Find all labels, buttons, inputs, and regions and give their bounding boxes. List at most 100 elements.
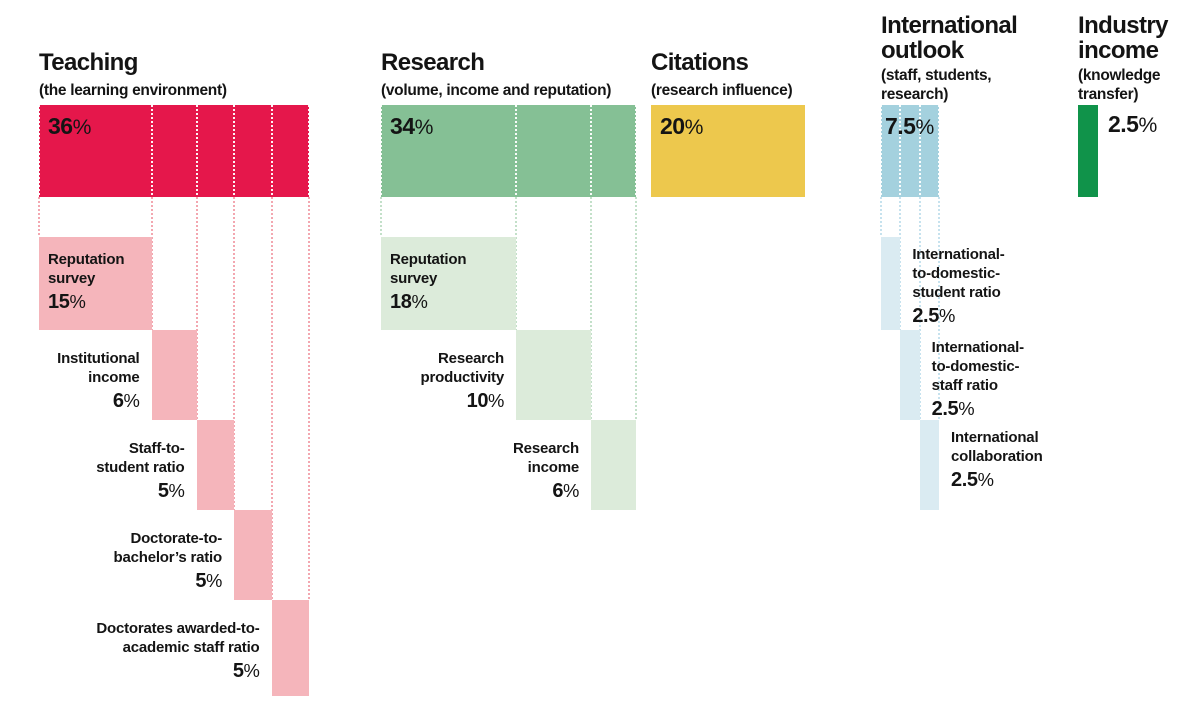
weight-number: 18 xyxy=(390,291,412,313)
percent-sign: % xyxy=(206,570,222,591)
pillar-subtitle-research: (volume, income and reputation) xyxy=(381,81,611,100)
pillar-title-international-outlook: International outlook xyxy=(881,12,1018,63)
weight-number: 6 xyxy=(552,480,564,502)
weight-number: 5 xyxy=(232,660,244,682)
teaching-metric-staff-to-student-ratio-weight: 5% xyxy=(96,480,185,502)
metric-label-line: International xyxy=(951,429,1039,446)
international-outlook-guide-line xyxy=(938,197,940,420)
teaching-main-block xyxy=(39,105,309,197)
industry-income-weight-label: 2.5% xyxy=(1108,111,1157,139)
pillar-subtitle-line: (research influence) xyxy=(651,82,793,99)
research-metric-research-income-weight: 6% xyxy=(513,480,579,502)
international-outlook-metric-international-to-domestic-student-ratio-weight: 2.5% xyxy=(912,305,1004,327)
metric-label-line: International- xyxy=(931,339,1024,356)
pillar-subtitle-line: (knowledge xyxy=(1078,67,1161,84)
research-block-divider xyxy=(515,105,517,197)
teaching-guide-line xyxy=(270,197,273,600)
percent-sign: % xyxy=(69,291,86,312)
weight-number: 7.5 xyxy=(885,113,916,139)
teaching-metric-reputation-survey-block xyxy=(39,237,152,330)
international-outlook-block-divider xyxy=(880,105,882,197)
weight-number: 15 xyxy=(48,291,70,313)
international-outlook-block-divider xyxy=(899,105,902,197)
percent-sign: % xyxy=(411,291,428,312)
teaching-metric-doctorates-awarded-to-academic-staff-ratio-block xyxy=(271,600,309,696)
international-outlook-main-block xyxy=(881,105,939,197)
metric-label-line: Research xyxy=(513,440,579,457)
pillar-subtitle-industry-income: (knowledge transfer) xyxy=(1078,66,1161,104)
citations-main-block xyxy=(651,105,805,197)
international-outlook-metric-international-collaboration-label: International collaboration 2.5% xyxy=(951,428,1043,491)
weight-number: 36 xyxy=(48,113,73,139)
weight-number: 2.5 xyxy=(951,469,978,491)
weight-number: 10 xyxy=(466,390,489,412)
teaching-block-divider xyxy=(270,105,273,197)
pillar-title-line: International xyxy=(881,12,1018,39)
weight-number: 5 xyxy=(157,480,169,502)
percent-sign: % xyxy=(488,390,504,411)
pillar-subtitle-line: (volume, income and reputation) xyxy=(381,82,612,99)
metric-label-line: Staff-to- xyxy=(128,440,185,457)
research-guide-line xyxy=(380,197,382,237)
pillar-title-line: Research xyxy=(381,49,485,76)
metric-label-line: academic staff ratio xyxy=(122,639,260,656)
pillar-title-industry-income: Industry income xyxy=(1078,13,1168,63)
percent-sign: % xyxy=(684,116,704,139)
pillar-title-teaching: Teaching xyxy=(39,50,138,75)
pillar-title-line: Citations xyxy=(651,49,749,76)
teaching-metric-doctorates-awarded-to-academic-staff-ratio-weight: 5% xyxy=(96,660,260,682)
teaching-block-divider xyxy=(195,105,198,197)
pillar-subtitle-line: (the learning environment) xyxy=(39,82,227,99)
percent-sign: % xyxy=(414,116,434,139)
weight-number: 34 xyxy=(390,113,415,139)
percent-sign: % xyxy=(958,398,975,419)
percent-sign: % xyxy=(977,469,994,490)
percent-sign: % xyxy=(1138,114,1157,137)
research-block-divider xyxy=(590,105,592,197)
international-outlook-metric-international-collaboration-weight: 2.5% xyxy=(951,469,1043,491)
pillar-title-citations: Citations xyxy=(651,49,749,76)
teaching-guide-line xyxy=(233,197,235,510)
international-outlook-block-divider xyxy=(918,105,921,197)
international-outlook-weight-label: 7.5% xyxy=(885,113,934,141)
metric-label-line: Research xyxy=(438,350,504,367)
metric-label-line: Reputation xyxy=(390,251,467,268)
research-guide-line xyxy=(635,197,637,420)
metric-label-line: income xyxy=(527,459,580,476)
international-outlook-block-divider xyxy=(938,105,940,197)
metric-label-line: International- xyxy=(912,246,1005,263)
international-outlook-guide-line xyxy=(899,197,902,330)
international-outlook-guide-line xyxy=(918,197,921,420)
teaching-guide-line xyxy=(308,197,310,600)
pillar-title-line: Teaching xyxy=(39,49,138,76)
weight-number: 20 xyxy=(660,113,685,139)
teaching-metric-doctorates-awarded-to-academic-staff-ratio-label: Doctorates awarded-to-academic staff rat… xyxy=(96,619,260,682)
teaching-metric-reputation-survey-weight: 15% xyxy=(48,291,124,313)
pillar-subtitle-line: transfer) xyxy=(1078,86,1139,103)
research-metric-reputation-survey-weight: 18% xyxy=(390,291,466,313)
teaching-guide-line xyxy=(150,197,153,330)
metric-label-line: Institutional xyxy=(57,350,140,367)
teaching-metric-institutional-income-weight: 6% xyxy=(57,390,140,412)
teaching-metric-doctorate-to-bachelor-s-ratio-block xyxy=(234,510,272,600)
percent-sign: % xyxy=(168,480,185,501)
percent-sign: % xyxy=(72,116,92,139)
teaching-weight-label: 36% xyxy=(48,113,91,141)
teaching-metric-reputation-survey-label: Reputation survey 15% xyxy=(48,250,125,313)
international-outlook-metric-international-to-domestic-staff-ratio-label: International-to-domestic-staff ratio 2.5… xyxy=(932,338,1024,420)
teaching-block-divider xyxy=(233,105,235,197)
metric-label-line: productivity xyxy=(420,369,505,386)
research-metric-research-productivity-block xyxy=(516,330,591,420)
research-metric-research-income-label: Research income 6% xyxy=(513,439,579,502)
weight-number: 2.5 xyxy=(931,398,959,420)
international-outlook-metric-international-to-domestic-student-ratio-label: International-to-domestic-student ratio 2… xyxy=(912,245,1004,327)
metric-label-line: income xyxy=(88,369,140,386)
weight-number: 5 xyxy=(195,570,207,592)
percent-sign: % xyxy=(243,660,260,681)
metric-label-line: to-domestic- xyxy=(931,358,1020,375)
metric-label-line: bachelor’s ratio xyxy=(113,549,222,566)
teaching-metric-doctorate-to-bachelor-s-ratio-label: Doctorate-to-bachelor’s ratio 5% xyxy=(113,529,222,592)
teaching-block-divider xyxy=(38,105,40,197)
international-outlook-metric-international-to-domestic-staff-ratio-block xyxy=(900,330,920,420)
